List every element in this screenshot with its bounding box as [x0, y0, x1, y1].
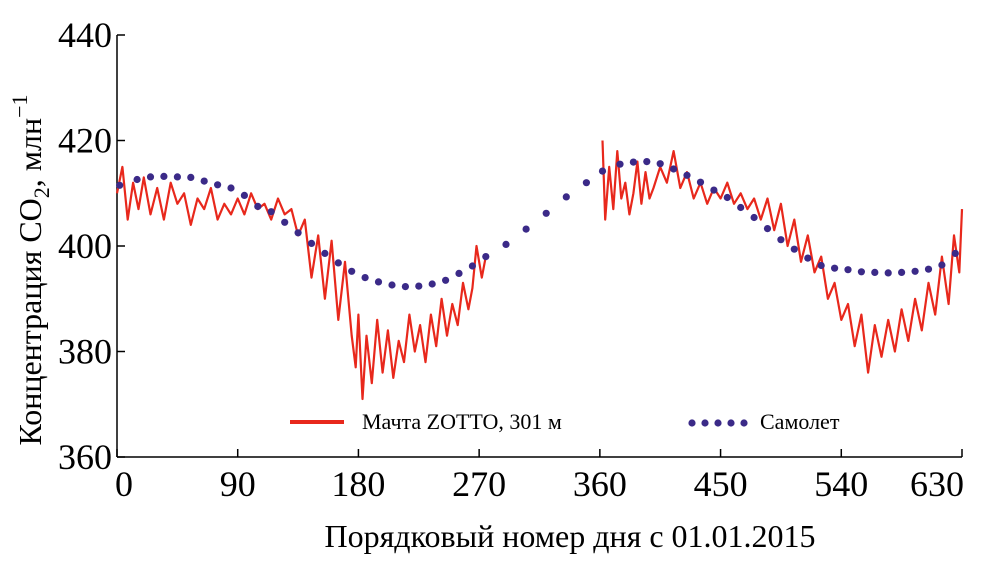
aircraft-data-point — [254, 202, 262, 210]
aircraft-data-point — [240, 191, 248, 199]
aircraft-data-point — [116, 181, 124, 189]
legend-dot — [714, 419, 722, 427]
aircraft-data-point — [884, 269, 892, 277]
y-tick-label: 420 — [58, 121, 112, 161]
x-tick-label: 360 — [573, 464, 627, 504]
aircraft-data-point — [951, 249, 959, 257]
aircraft-data-point — [750, 213, 758, 222]
aircraft-data-point — [898, 268, 906, 276]
aircraft-data-point — [598, 167, 607, 175]
legend-dot — [740, 419, 748, 427]
aircraft-data-point — [542, 209, 550, 217]
aircraft-data-point — [831, 264, 839, 272]
legend-dot — [701, 419, 709, 427]
aircraft-data-point — [227, 184, 235, 192]
aircraft-data-point — [522, 225, 530, 233]
plot-area — [115, 140, 964, 401]
x-axis-title: Порядковый номер дня с 01.01.2015 — [324, 518, 815, 554]
aircraft-data-point — [307, 239, 316, 247]
aircraft-data-point — [696, 178, 705, 186]
aircraft-data-point — [294, 229, 302, 237]
aircraft-data-point — [214, 181, 222, 189]
x-tick-label: 450 — [694, 464, 748, 504]
aircraft-data-point — [924, 265, 933, 273]
x-ticks: 0 90 180 270 360 450 540 630 — [115, 449, 964, 504]
zotto-series-line — [115, 165, 487, 401]
x-tick-label: 270 — [452, 464, 506, 504]
aircraft-data-point — [428, 280, 436, 288]
legend: Мачта ZOTTO, 301 м Самолет — [290, 409, 840, 434]
y-ticks: 360 380 400 420 440 — [58, 15, 125, 477]
aircraft-data-point — [582, 179, 591, 187]
aircraft-data-point — [173, 173, 181, 181]
aircraft-data-point — [616, 160, 624, 168]
x-tick-label: 180 — [331, 464, 385, 504]
x-tick-label: 540 — [814, 464, 868, 504]
aircraft-data-point — [670, 165, 678, 173]
aircraft-data-point — [911, 267, 919, 275]
legend-dot — [727, 419, 735, 427]
aircraft-data-point — [817, 261, 825, 270]
aircraft-data-point — [146, 173, 155, 181]
aircraft-data-point — [267, 208, 275, 216]
aircraft-data-point — [857, 268, 866, 276]
aircraft-data-point — [415, 282, 423, 290]
aircraft-data-point — [482, 253, 490, 261]
aircraft-data-point — [468, 262, 476, 270]
aircraft-data-point — [938, 261, 946, 269]
aircraft-data-point — [629, 158, 638, 166]
aircraft-data-point — [562, 193, 570, 201]
aircraft-data-point — [281, 218, 289, 226]
axes — [116, 35, 962, 458]
aircraft-data-point — [442, 276, 450, 284]
aircraft-data-point — [388, 281, 396, 289]
legend-label-zotto: Мачта ZOTTO, 301 м — [362, 409, 562, 434]
aircraft-data-point — [160, 172, 168, 180]
aircraft-data-point — [502, 240, 510, 248]
aircraft-data-point — [200, 177, 208, 185]
aircraft-data-point — [804, 254, 812, 262]
legend-label-aircraft: Самолет — [760, 409, 840, 434]
y-tick-label: 360 — [58, 437, 112, 477]
aircraft-data-point — [401, 283, 409, 291]
aircraft-data-point — [710, 186, 718, 194]
aircraft-data-point — [133, 175, 141, 184]
zotto-series-line — [601, 140, 964, 374]
aircraft-data-point — [321, 249, 329, 257]
aircraft-data-point — [777, 236, 785, 244]
aircraft-data-point — [374, 278, 383, 286]
x-tick-label: 630 — [910, 464, 964, 504]
legend-dot — [688, 419, 696, 427]
y-tick-label: 400 — [58, 226, 112, 266]
aircraft-data-point — [737, 203, 745, 212]
aircraft-data-point — [187, 173, 195, 181]
aircraft-data-point — [844, 266, 852, 274]
y-tick-label: 440 — [58, 15, 112, 55]
aircraft-data-point — [643, 158, 651, 166]
aircraft-data-point — [763, 225, 772, 233]
y-tick-label: 380 — [58, 332, 112, 372]
y-axis-title: Концентрация CO2, млн−1 — [7, 94, 54, 445]
aircraft-data-point — [871, 268, 879, 276]
x-tick-label: 0 — [115, 464, 133, 504]
aircraft-data-point — [723, 193, 731, 202]
aircraft-data-point — [683, 171, 691, 179]
legend-dots-swatch — [688, 419, 748, 427]
x-tick-label: 90 — [220, 464, 256, 504]
aircraft-data-point — [656, 160, 664, 168]
aircraft-data-point — [455, 269, 463, 277]
aircraft-data-point — [334, 259, 342, 267]
aircraft-data-point — [361, 274, 369, 282]
aircraft-data-point — [348, 267, 356, 275]
aircraft-data-point — [790, 245, 798, 253]
